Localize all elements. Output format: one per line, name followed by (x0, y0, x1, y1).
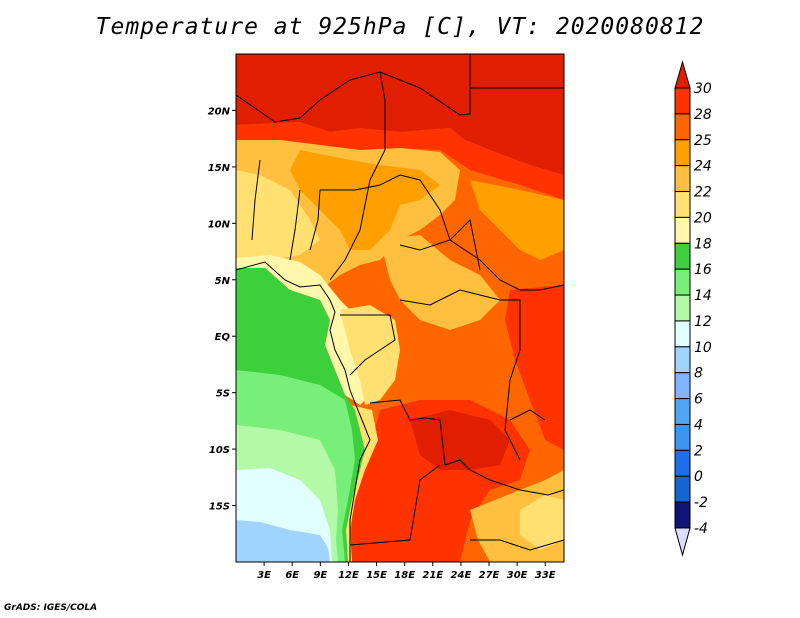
field-22-24-central (380, 235, 500, 330)
field-8-10-ocean (236, 520, 330, 562)
colorbar-swatch (674, 242, 691, 270)
colorbar-label: 10 (694, 340, 712, 356)
field-20-22-southeast (520, 495, 564, 550)
x-tick-label: 15E (366, 570, 387, 581)
colorbar-swatch (674, 139, 691, 167)
x-tick-label: 9E (313, 570, 327, 581)
colorbar-label: -4 (694, 521, 708, 537)
y-tick-label: 20N (208, 106, 231, 117)
x-tick-label: 21E (422, 570, 443, 581)
axis-ticks: 3E 6E 9E 12E 15E 18E 21E 24E 27E 30E 33E 20N 15N 10N 5… (208, 106, 556, 581)
x-tick-label: 24E (451, 570, 472, 581)
country-borders (236, 54, 564, 562)
colorbar-label: 14 (694, 288, 712, 304)
field-30plus-north (236, 54, 564, 175)
colorbar-swatch (674, 449, 691, 477)
field-24-25-east (470, 180, 564, 260)
colorbar-swatch (674, 475, 691, 503)
x-tick-label: 6E (285, 570, 299, 581)
colorbar-swatch (674, 165, 691, 193)
field-18-20-coast (236, 255, 375, 405)
temperature-field (236, 54, 564, 562)
x-tick-label: 33E (535, 570, 556, 581)
y-tick-label: 15S (209, 502, 230, 513)
colorbar-label: 30 (694, 81, 712, 97)
field-30plus-south (410, 410, 510, 470)
y-tick-label: 10N (208, 219, 231, 230)
colorbar-label: 2 (694, 443, 703, 459)
colorbar-label: 28 (694, 107, 712, 123)
y-tick-label: 5N (215, 276, 231, 287)
grads-credit: GrADS: IGES/COLA (4, 603, 98, 613)
x-tick-label: 18E (394, 570, 415, 581)
field-28-30-north (236, 122, 564, 200)
field-20-22-nw (236, 170, 320, 262)
y-tick-label: EQ (215, 332, 231, 343)
field-24-25-patches (290, 150, 440, 250)
colorbar-label: 25 (694, 133, 712, 149)
map-frame (235, 53, 565, 563)
colorbar-label: 20 (694, 210, 712, 226)
plot-title: Temperature at 925hPa [C], VT: 202008081… (95, 14, 705, 40)
colorbar-swatch (674, 320, 691, 348)
colorbar-top-arrow (674, 60, 691, 89)
colorbar-label: 0 (694, 469, 703, 485)
colorbar-label: 18 (694, 236, 712, 252)
colorbar-label: 8 (694, 366, 703, 382)
x-tick-label: 12E (338, 570, 359, 581)
colorbar-swatch (674, 191, 691, 218)
colorbar-swatch (674, 294, 691, 322)
field-20-22-gabon (340, 305, 400, 405)
y-tick-label: 15N (208, 163, 231, 174)
x-tick-label: 3E (257, 570, 271, 581)
x-tick-label: 30E (507, 570, 528, 581)
colorbar-swatch (674, 346, 691, 374)
colorbar-swatch (674, 113, 691, 141)
colorbar-swatch (674, 268, 691, 296)
colorbar-label: 22 (694, 185, 712, 201)
colorbar-swatch (674, 423, 691, 451)
colorbar-label: 16 (694, 262, 712, 278)
colorbar-bottom-arrow (674, 527, 691, 557)
colorbar-swatch (674, 216, 691, 244)
colorbar-swatch (674, 87, 691, 115)
colorbar-label: 24 (694, 159, 712, 175)
colorbar-swatch (674, 501, 691, 529)
x-tick-label: 27E (479, 570, 500, 581)
y-tick-label: 5S (216, 389, 230, 400)
colorbar-label: 4 (694, 417, 703, 433)
colorbar-swatch (674, 398, 691, 425)
colorbar-label: 12 (694, 314, 712, 330)
y-tick-label: 10S (209, 445, 230, 456)
colorbar-label: -2 (694, 495, 708, 511)
colorbar-swatch (674, 372, 691, 400)
colorbar-label: 6 (694, 392, 703, 408)
